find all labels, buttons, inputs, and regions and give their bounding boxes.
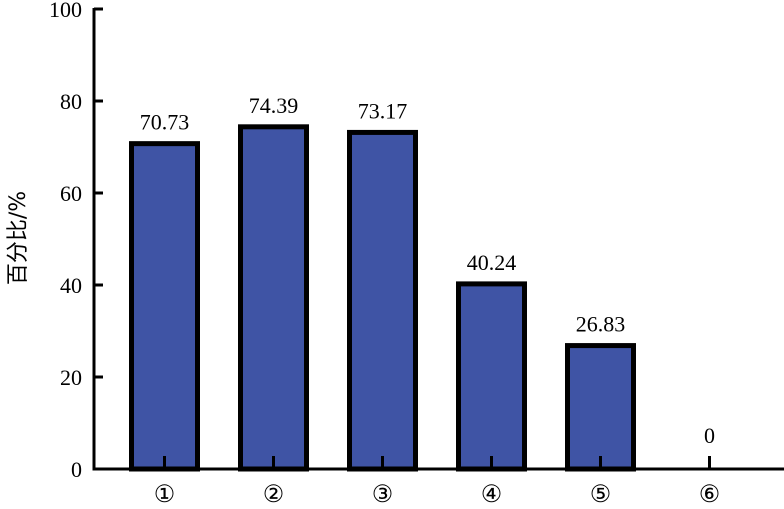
bar <box>129 141 200 472</box>
x-category-label: ⑥ <box>699 482 721 508</box>
x-axis-categories: ① ② ③ ④ ⑤ ⑥ <box>154 482 721 508</box>
data-label: 26.83 <box>576 312 626 337</box>
x-category-label: ③ <box>372 482 394 508</box>
bar <box>565 343 636 472</box>
data-label: 70.73 <box>140 110 190 135</box>
y-tick-label: 20 <box>60 365 82 390</box>
bar <box>238 124 309 472</box>
data-label: 40.24 <box>467 250 517 275</box>
y-tick-label: 100 <box>49 0 82 22</box>
y-axis-ticks: 0 20 40 60 80 100 <box>49 0 103 482</box>
y-tick-label: 80 <box>60 89 82 114</box>
data-label: 73.17 <box>358 98 408 123</box>
data-labels: 70.73 74.39 73.17 40.24 26.83 0 <box>140 93 715 448</box>
x-category-label: ① <box>154 482 176 508</box>
bar <box>347 129 418 472</box>
x-category-label: ⑤ <box>590 482 612 508</box>
y-tick-label: 60 <box>60 181 82 206</box>
axes <box>92 8 784 471</box>
bars <box>129 124 711 472</box>
data-label: 0 <box>704 423 715 448</box>
data-label: 74.39 <box>249 93 299 118</box>
y-tick-label: 40 <box>60 273 82 298</box>
y-axis-label: 百分比/% <box>6 191 31 285</box>
x-category-label: ④ <box>481 482 503 508</box>
y-tick-label: 0 <box>71 457 82 482</box>
x-category-label: ② <box>263 482 285 508</box>
bar <box>456 281 527 472</box>
